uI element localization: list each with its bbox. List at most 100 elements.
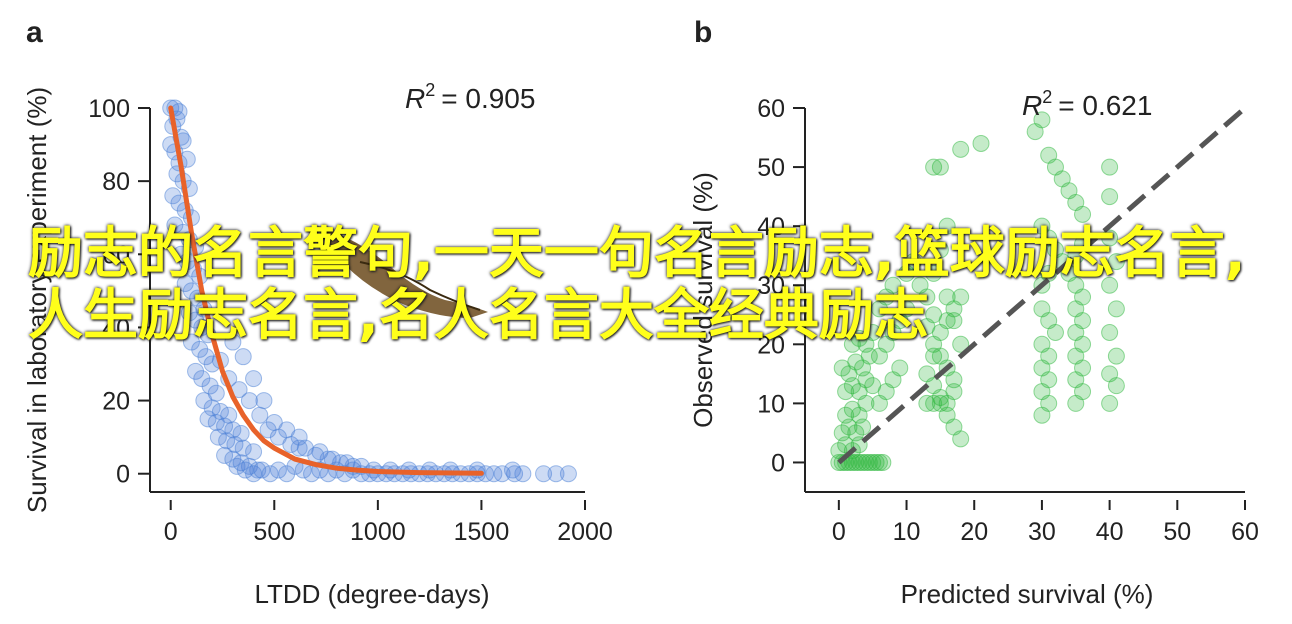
panel-b-r2-value: = 0.621 xyxy=(1058,90,1152,121)
y-tick-label: 60 xyxy=(102,241,130,269)
x-tick-label: 50 xyxy=(1163,518,1191,546)
data-point xyxy=(898,300,916,318)
y-tick-label: 0 xyxy=(116,461,130,489)
panel-a-letter: a xyxy=(26,16,43,49)
panel-a-points xyxy=(162,99,577,483)
y-tick-label: 40 xyxy=(102,314,130,342)
x-tick-label: 2000 xyxy=(557,518,613,546)
y-tick-label: 20 xyxy=(757,331,785,359)
data-point xyxy=(847,424,865,442)
data-point xyxy=(1033,406,1051,424)
data-point xyxy=(1107,347,1125,365)
panel-a: a 0 500 1000 1500 2000 0 20 40 60 80 100 LTDD (de… xyxy=(22,16,613,609)
panel-b-identity-line xyxy=(837,106,1247,465)
y-tick-label: 30 xyxy=(757,272,785,300)
data-point xyxy=(234,348,252,366)
panel-b-letter: b xyxy=(694,16,712,49)
data-point xyxy=(421,461,439,479)
data-point xyxy=(1067,300,1085,318)
panel-b-x-label: Predicted survival (%) xyxy=(901,579,1154,609)
y-tick-label: 80 xyxy=(102,168,130,196)
data-point xyxy=(952,430,970,448)
data-point xyxy=(972,134,990,152)
data-point xyxy=(925,394,943,412)
panel-b-y-label: Observed survival (%) xyxy=(688,172,718,428)
data-point xyxy=(251,406,269,424)
data-point xyxy=(253,461,271,479)
x-tick-label: 30 xyxy=(1028,518,1056,546)
data-point xyxy=(514,465,532,483)
panel-b-r2-symbol: R xyxy=(1022,90,1042,121)
data-point xyxy=(952,140,970,158)
data-point xyxy=(228,457,246,475)
data-point xyxy=(1107,253,1125,271)
panel-a-x-ticks: 0 500 1000 1500 2000 xyxy=(164,500,613,546)
data-point xyxy=(843,335,861,353)
data-point xyxy=(945,383,963,401)
data-point xyxy=(245,465,263,483)
data-point xyxy=(945,371,963,389)
data-point xyxy=(874,453,892,471)
data-point xyxy=(1040,264,1058,282)
data-point xyxy=(1033,111,1051,129)
data-point xyxy=(918,288,936,306)
data-point xyxy=(240,392,258,410)
x-tick-label: 40 xyxy=(1096,518,1124,546)
x-tick-label: 20 xyxy=(960,518,988,546)
bird-illustration xyxy=(318,226,488,318)
y-tick-label: 20 xyxy=(102,388,130,416)
panel-b-x-ticks: 0 10 20 30 40 50 60 xyxy=(832,500,1259,546)
panel-a-r2-superscript: 2 xyxy=(425,80,435,100)
panel-a-x-label: LTDD (degree-days) xyxy=(254,579,489,609)
y-tick-label: 50 xyxy=(757,154,785,182)
panel-b: b 0 10 20 30 40 50 60 0 10 20 30 40 50 60 Predicted … xyxy=(688,16,1259,609)
y-tick-label: 60 xyxy=(757,95,785,123)
data-point xyxy=(1101,323,1119,341)
y-tick-label: 40 xyxy=(757,213,785,241)
data-point xyxy=(278,421,296,439)
x-tick-label: 1500 xyxy=(454,518,510,546)
data-point xyxy=(245,370,263,388)
data-point xyxy=(504,461,521,479)
panel-a-r2-value: = 0.905 xyxy=(441,83,535,114)
data-point xyxy=(952,288,970,306)
data-point xyxy=(1046,323,1064,341)
data-point xyxy=(559,465,577,483)
y-tick-label: 10 xyxy=(757,390,785,418)
panel-a-y-ticks: 0 20 40 60 80 100 xyxy=(88,95,150,489)
x-tick-label: 10 xyxy=(893,518,921,546)
data-point xyxy=(1101,276,1119,294)
data-point xyxy=(255,392,273,410)
data-point xyxy=(904,253,922,271)
data-point xyxy=(925,158,943,176)
data-point xyxy=(952,335,970,353)
data-point xyxy=(207,414,225,432)
data-point xyxy=(1107,300,1125,318)
data-point xyxy=(216,417,234,435)
data-point xyxy=(311,443,329,461)
data-point xyxy=(945,312,963,330)
data-point xyxy=(493,465,511,483)
panel-b-r2: R2 = 0.621 xyxy=(1022,87,1152,121)
data-point xyxy=(864,323,882,341)
x-tick-label: 60 xyxy=(1231,518,1259,546)
x-tick-label: 1000 xyxy=(350,518,406,546)
data-point xyxy=(1101,394,1119,412)
x-tick-label: 0 xyxy=(164,518,178,546)
panel-a-r2-symbol: R xyxy=(405,83,425,114)
data-point xyxy=(837,406,855,424)
data-point xyxy=(199,410,217,428)
data-point xyxy=(224,421,242,439)
data-point xyxy=(925,347,943,365)
panel-b-points xyxy=(830,111,1125,471)
y-tick-label: 0 xyxy=(771,449,785,477)
data-point xyxy=(236,461,254,479)
data-point xyxy=(833,424,851,442)
data-point xyxy=(290,428,308,446)
data-point xyxy=(234,439,252,457)
data-point xyxy=(265,414,283,432)
data-point xyxy=(938,217,956,235)
data-point xyxy=(925,264,943,282)
panel-b-y-ticks: 0 10 20 30 40 50 60 xyxy=(757,95,805,477)
panel-a-fit-curve xyxy=(168,105,484,476)
